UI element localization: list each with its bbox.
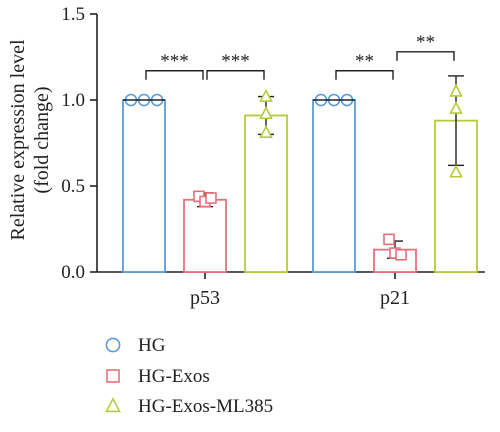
significance-label: *** — [160, 51, 189, 72]
significance-annotations: *** *** **** — [145, 32, 455, 80]
legend-marker-HG-Exos-ML385 — [105, 397, 121, 413]
y-axis-title: Relative expression level — [7, 39, 29, 240]
data-point-HG-Exos — [395, 249, 407, 261]
bar-HG-Exos-p53 — [183, 198, 227, 273]
significance-bracket — [335, 70, 394, 80]
bars — [122, 75, 478, 273]
legend: HG HG-Exos HG-Exos-ML385 — [105, 335, 273, 417]
data-point-HG-Exos-ML385 — [259, 88, 273, 102]
data-point-HG-Exos-ML385 — [449, 83, 463, 97]
legend-marker-HG — [105, 337, 121, 353]
y-tick-label: 0.5 — [61, 176, 85, 197]
data-point-HG-Exos-ML385 — [259, 124, 273, 138]
significance-bracket — [145, 70, 204, 80]
significance-label: *** — [221, 51, 250, 72]
significance-bracket — [206, 70, 265, 80]
data-point-HG-Exos-ML385 — [259, 106, 273, 120]
significance-bracket — [396, 51, 455, 61]
legend-label-HG-Exos: HG-Exos — [138, 366, 210, 387]
significance-label: ** — [355, 51, 374, 72]
y-tick-label: 1.0 — [61, 90, 85, 111]
bar-HG-p21 — [312, 99, 356, 273]
bar-HG-Exos-ML385-p53 — [244, 114, 288, 273]
bar-HG-p53 — [122, 99, 166, 273]
legend-marker-HG-Exos — [106, 369, 120, 383]
significance-label: ** — [416, 32, 435, 53]
x-tick-label-p53: p53 — [190, 287, 220, 309]
y-tick-label: 0.0 — [61, 262, 85, 283]
legend-label-HG-Exos-ML385: HG-Exos-ML385 — [138, 396, 273, 417]
data-point-HG-Exos-ML385 — [449, 164, 463, 178]
y-axis-title-line2: (fold change) — [31, 86, 53, 193]
data-point-HG-Exos-ML385 — [449, 100, 463, 114]
legend-label-HG: HG — [138, 335, 166, 356]
data-point-HG-Exos — [383, 233, 395, 246]
data-point-HG-Exos — [205, 192, 217, 204]
x-tick-label-p21: p21 — [380, 287, 410, 309]
y-tick-label: 1.5 — [61, 4, 85, 25]
